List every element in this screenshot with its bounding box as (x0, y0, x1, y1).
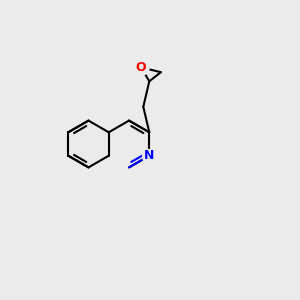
Text: O: O (136, 61, 146, 74)
Text: N: N (144, 149, 154, 162)
